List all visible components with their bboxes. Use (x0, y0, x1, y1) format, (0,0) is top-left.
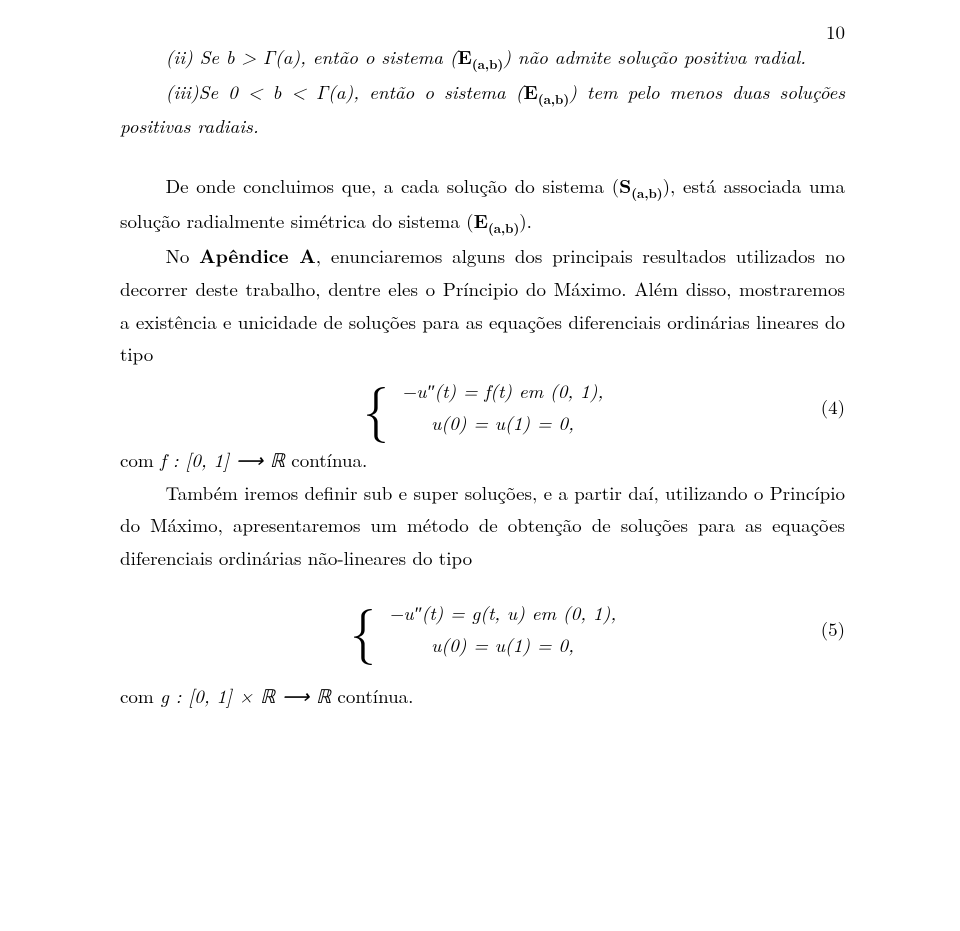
page-number: 10 (826, 18, 845, 45)
eq4-number: (4) (821, 393, 845, 422)
p2-E-sub: (a,b) (488, 218, 519, 237)
p2-E: E (474, 206, 488, 234)
item-ii-pre: (ii) Se (166, 43, 226, 70)
paragraph-conclusion: De onde concluimos que, a cada solução d… (120, 169, 845, 239)
paragraph-f-cont: com f : [0, 1] ⟶ ℝ contínua. (120, 444, 845, 477)
vspace (120, 143, 845, 169)
p6-math: g : [0, 1] × ℝ ⟶ ℝ (160, 682, 331, 709)
item-ii-post: ) não admite solução positiva radial. (503, 43, 806, 70)
equation-5-system: { −u″(t) = g(t, u) em (0, 1), u(0) = u(1… (349, 599, 616, 660)
equation-5: { −u″(t) = g(t, u) em (0, 1), u(0) = u(1… (120, 599, 845, 660)
item-ii-sub: (a,b) (472, 54, 503, 73)
p2-c: ). (519, 207, 532, 234)
p2-a: De onde concluimos que, a cada solução d… (166, 172, 620, 199)
p2-S-sub: (a,b) (631, 183, 662, 202)
p4-a: com (120, 446, 160, 473)
equation-4-system: { −u″(t) = f(t) em (0, 1), u(0) = u(1) =… (362, 377, 604, 438)
paragraph-ii-iii: (ii) Se b > Γ(a), então o sistema (E(a,b… (120, 40, 845, 143)
p2-S: S (619, 171, 631, 199)
item-iii-sub: (a,b) (538, 89, 569, 108)
paragraph-g-cont: com g : [0, 1] × ℝ ⟶ ℝ contínua. (120, 680, 845, 713)
equation-4-lines: −u″(t) = f(t) em (0, 1), u(0) = u(1) = 0… (402, 377, 604, 438)
p5: Também iremos definir sub e super soluçõ… (120, 479, 845, 571)
item-iii-ineq: 0 < b < Γ(a) (228, 78, 353, 105)
eq4-line1: −u″(t) = f(t) em (0, 1), (402, 377, 604, 406)
eq5-line2: u(0) = u(1) = 0, (389, 631, 616, 660)
item-ii-E: E (457, 42, 471, 70)
equation-5-lines: −u″(t) = g(t, u) em (0, 1), u(0) = u(1) … (389, 599, 616, 660)
page: 10 (ii) Se b > Γ(a), então o sistema (E(… (0, 0, 960, 931)
eq5-line1: −u″(t) = g(t, u) em (0, 1), (389, 599, 616, 628)
item-iii-pre: (iii)Se (166, 78, 228, 105)
p3-bold: Apêndice A (199, 241, 316, 269)
brace-icon: { (350, 607, 375, 652)
vspace (120, 575, 845, 593)
brace-icon: { (363, 385, 388, 430)
item-ii-ineq: b > Γ(a) (226, 43, 300, 70)
p3-a: No (166, 242, 200, 269)
eq4-line2: u(0) = u(1) = 0, (402, 409, 604, 438)
p6-b: contínua. (331, 682, 413, 709)
equation-4: { −u″(t) = f(t) em (0, 1), u(0) = u(1) =… (120, 377, 845, 438)
eq5-number: (5) (821, 615, 845, 644)
item-iii-E: E (523, 77, 537, 105)
p6-a: com (120, 682, 160, 709)
p4-math: f : [0, 1] ⟶ ℝ (160, 446, 285, 473)
p4-b: contínua. (285, 446, 367, 473)
paragraph-apendice: No Apêndice A, enunciaremos alguns dos p… (120, 239, 845, 371)
item-iii-mid: , então o sistema ( (353, 78, 523, 105)
paragraph-sub-super: Também iremos definir sub e super soluçõ… (120, 477, 845, 575)
item-ii-mid: , então o sistema ( (300, 43, 457, 70)
vspace (120, 666, 845, 680)
